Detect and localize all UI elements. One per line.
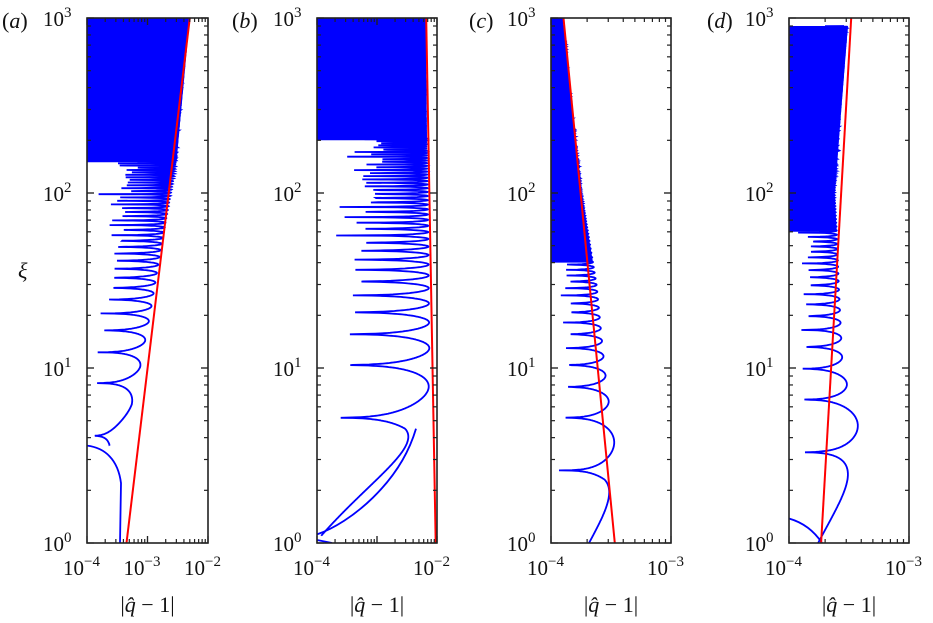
panel-c: 100 101 102 103 10−4 10−3 |q̂ − 1| — [507, 5, 684, 617]
plot-area — [551, 18, 616, 543]
y-tick-label: 101 — [507, 355, 536, 381]
x-tick-label: 10−4 — [293, 554, 330, 580]
panel-d: 100 101 102 103 10−4 10−3 |q̂ − 1| — [745, 5, 922, 617]
axes-box — [550, 17, 672, 544]
y-tick-label: 100 — [745, 530, 774, 556]
solution-dense-region — [317, 18, 427, 141]
panel-a: 100 101 102 103 10−4 10−3 10−2 |q̂ − 1| — [43, 5, 221, 617]
panel-label-d: (d) — [707, 8, 733, 33]
y-tick-label: 103 — [43, 5, 72, 31]
y-tick-label: 102 — [745, 180, 774, 206]
x-tick-label: 10−3 — [124, 554, 161, 580]
x-tick-label: 10−3 — [647, 554, 684, 580]
y-tick-label: 102 — [507, 180, 536, 206]
x-tick-label: 10−2 — [184, 554, 221, 580]
x-axis-label: |q̂ − 1| — [584, 592, 638, 617]
x-tick-label: 10−4 — [527, 554, 564, 580]
plot-area — [87, 18, 191, 543]
plot-area — [789, 18, 859, 543]
y-tick-label: 102 — [43, 180, 72, 206]
asymptote-line — [820, 18, 853, 543]
y-tick-label: 101 — [273, 355, 302, 381]
y-tick-label: 101 — [43, 355, 72, 381]
panel-label-a: (a) — [2, 8, 28, 33]
x-tick-label: 10−4 — [765, 554, 802, 580]
solution-tail — [87, 444, 122, 543]
axes-box — [788, 17, 910, 544]
asymptote-line — [125, 18, 191, 543]
y-tick-label: 102 — [273, 180, 302, 206]
x-axis-label: |q̂ − 1| — [350, 592, 404, 617]
x-axis-label: |q̂ − 1| — [120, 592, 174, 617]
y-tick-label: 103 — [507, 5, 536, 31]
panel-label-c: (c) — [469, 8, 493, 33]
panel-b: 100 101 102 103 10−4 10−2 |q̂ − 1| — [273, 5, 450, 617]
y-tick-label: 103 — [745, 5, 774, 31]
panel-label-b: (b) — [232, 8, 258, 33]
x-tick-label: 10−4 — [63, 554, 100, 580]
y-tick-label: 103 — [273, 5, 302, 31]
x-tick-label: 10−2 — [413, 554, 450, 580]
y-axis-label: ξ — [18, 258, 28, 283]
x-axis-label: |q̂ − 1| — [822, 592, 876, 617]
solution-dense-region — [551, 18, 593, 263]
asymptote-line — [425, 18, 437, 543]
solution-dense-region — [87, 18, 190, 163]
asymptote-line — [562, 18, 616, 543]
x-tick-label: 10−3 — [885, 554, 922, 580]
solution-tail — [317, 428, 417, 536]
y-tick-label: 100 — [507, 530, 536, 556]
y-tick-label: 101 — [745, 355, 774, 381]
y-tick-label: 100 — [43, 530, 72, 556]
plot-area — [317, 18, 437, 543]
y-tick-label: 100 — [273, 530, 302, 556]
solution-tail — [789, 517, 823, 543]
solution-dense-region — [789, 26, 848, 232]
